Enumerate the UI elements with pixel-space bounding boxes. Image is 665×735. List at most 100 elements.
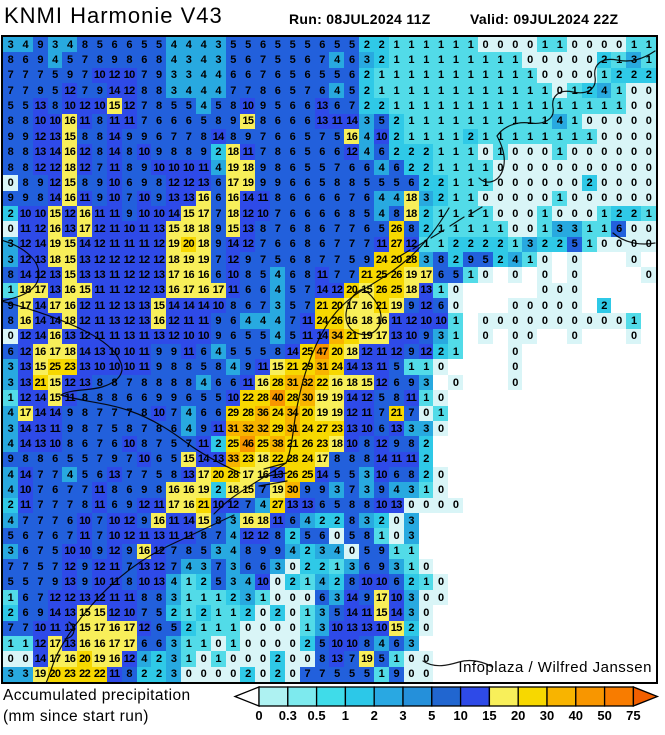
grid-cell: 9 xyxy=(151,190,167,206)
grid-cell: 5 xyxy=(314,175,330,191)
grid-cell: 1 xyxy=(492,52,508,68)
grid-cell xyxy=(596,513,612,529)
grid-cell: 0 xyxy=(581,205,597,222)
grid-cell xyxy=(611,405,627,421)
grid-cell: 7 xyxy=(17,83,33,99)
grid-cell: 6 xyxy=(403,175,419,191)
grid-cell: 10 xyxy=(121,67,137,84)
grid-cell xyxy=(477,559,493,575)
page-title: KNMI Harmonie V43 xyxy=(4,3,223,28)
grid-cell xyxy=(596,574,612,590)
grid-cell: 6 xyxy=(240,298,256,314)
grid-cell xyxy=(492,451,508,467)
grid-cell: 5 xyxy=(359,175,375,191)
grid-cell: 2 xyxy=(611,205,627,222)
grid-cell: 0 xyxy=(566,144,582,160)
grid-cell: 6 xyxy=(181,113,196,130)
grid-cell: 15 xyxy=(225,221,241,237)
grid-cell: 20 xyxy=(210,466,226,483)
grid-cell: 5 xyxy=(270,98,285,114)
grid-cell: 8 xyxy=(77,37,93,53)
grid-cell: 13 xyxy=(136,559,152,575)
grid-cell: 9 xyxy=(403,374,419,391)
grid-cell: 0 xyxy=(566,175,582,191)
grid-cell: 10 xyxy=(121,359,137,375)
grid-cell: 5 xyxy=(284,282,300,299)
grid-cell: 1 xyxy=(3,390,18,406)
grid-cell: 0 xyxy=(537,144,553,160)
grid-cell: 1 xyxy=(181,635,196,652)
legend-color-cell xyxy=(459,686,491,707)
grid-cell: 1 xyxy=(641,52,656,68)
grid-cell xyxy=(537,574,553,590)
grid-cell: 2 xyxy=(359,67,375,84)
grid-cell: 16 xyxy=(62,282,78,299)
grid-cell: 16 xyxy=(62,651,78,667)
grid-cell: 0 xyxy=(17,651,33,667)
grid-cell xyxy=(611,482,627,498)
grid-cell: 14 xyxy=(106,129,122,145)
grid-cell xyxy=(596,405,612,421)
grid-cell: 10 xyxy=(136,451,152,467)
grid-cell: 7 xyxy=(92,528,107,544)
grid-cell: 12 xyxy=(77,298,93,314)
grid-cell: 21 xyxy=(388,405,404,421)
grid-cell: 7 xyxy=(344,482,360,498)
grid-cell xyxy=(477,390,493,406)
grid-cell: 6 xyxy=(314,497,330,514)
grid-cell: 14 xyxy=(166,205,182,222)
grid-cell: 13 xyxy=(344,620,360,636)
grid-cell: 12 xyxy=(403,313,419,329)
grid-cell: 0 xyxy=(641,175,656,191)
grid-cell: 6 xyxy=(240,282,256,299)
grid-cell: 10 xyxy=(32,620,48,636)
grid-cell: 33 xyxy=(225,451,241,467)
grid-cell: 6 xyxy=(299,52,315,68)
grid-cell: 13 xyxy=(359,620,375,636)
grid-cell: 19 xyxy=(314,405,330,421)
grid-cell xyxy=(641,298,656,314)
grid-cell: 14 xyxy=(225,236,241,252)
grid-cell: 12 xyxy=(359,344,375,360)
grid-cell: 6 xyxy=(77,436,93,452)
grid-cell: 1 xyxy=(611,98,627,114)
grid-cell: 3 xyxy=(418,190,434,206)
grid-cell: 12 xyxy=(77,313,93,329)
grid-cell: 10 xyxy=(374,620,389,636)
grid-cell: 24 xyxy=(299,451,315,467)
grid-cell: 1 xyxy=(552,144,567,160)
grid-cell xyxy=(507,543,523,560)
grid-cell: 1 xyxy=(433,67,449,84)
grid-cell xyxy=(463,420,478,437)
grid-cell: 7 xyxy=(344,267,360,283)
grid-cell: 20 xyxy=(344,282,360,299)
grid-cell: 5 xyxy=(314,67,330,84)
legend-tick-label: 2 xyxy=(371,708,378,723)
grid-cell: 4 xyxy=(255,313,271,329)
grid-cell xyxy=(492,666,508,682)
grid-cell: 0 xyxy=(418,651,434,667)
grid-cell: 11 xyxy=(47,620,63,636)
grid-cell: 3 xyxy=(403,635,419,652)
grid-cell: 1 xyxy=(403,113,419,130)
grid-cell: 0 xyxy=(284,605,300,621)
grid-cell: 16 xyxy=(106,651,122,667)
grid-cell: 13 xyxy=(151,328,167,345)
grid-cell: 16 xyxy=(195,190,211,206)
grid-cell xyxy=(433,451,449,467)
grid-cell: 8 xyxy=(195,129,211,145)
grid-cell: 0 xyxy=(507,205,523,222)
grid-cell: 13 xyxy=(151,267,167,283)
grid-cell: 2 xyxy=(3,605,18,621)
grid-cell: 0 xyxy=(477,328,493,345)
grid-cell xyxy=(596,666,612,682)
grid-cell: 6 xyxy=(374,144,389,160)
grid-cell: 17 xyxy=(418,267,434,283)
grid-cell: 1 xyxy=(477,221,493,237)
grid-cell: 7 xyxy=(136,420,152,437)
grid-cell: 6 xyxy=(329,205,345,222)
grid-cell: 7 xyxy=(255,129,271,145)
grid-cell: 9 xyxy=(136,175,152,191)
grid-cell xyxy=(507,620,523,636)
grid-cell xyxy=(626,359,642,375)
